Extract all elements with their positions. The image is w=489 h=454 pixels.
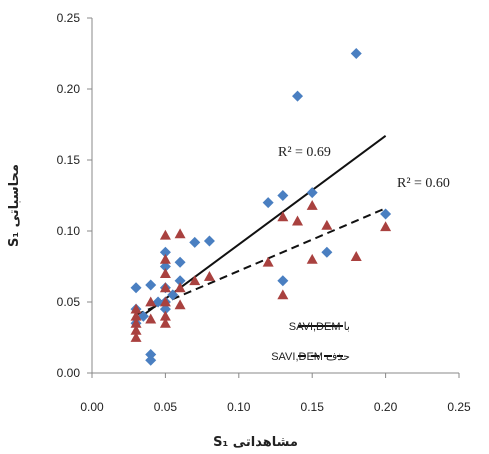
y-tick-label: 0.10	[57, 224, 81, 238]
point-triangle	[130, 324, 142, 335]
r2-label-series-2: R² = 0.60	[397, 176, 450, 191]
trendline-series-2	[135, 207, 386, 316]
data-points	[130, 48, 392, 366]
point-triangle	[277, 289, 289, 300]
point-triangle	[145, 296, 157, 307]
y-axis-label: محاسباتی S₁	[7, 164, 22, 247]
point-diamond	[145, 354, 157, 366]
x-tick-label: 0.25	[447, 400, 471, 414]
y-tick-label: 0.25	[57, 11, 81, 25]
point-triangle	[159, 268, 171, 278]
point-triangle	[292, 215, 304, 226]
point-diamond	[380, 208, 392, 220]
point-diamond	[174, 275, 186, 287]
point-diamond	[174, 256, 186, 268]
x-tick-label: 0.10	[227, 400, 251, 414]
r2-label-series-1: R² = 0.69	[278, 145, 331, 160]
point-triangle	[130, 303, 142, 314]
point-triangle	[159, 282, 171, 293]
x-tick-label: 0.20	[374, 400, 398, 414]
y-tick-label: 0.15	[57, 153, 81, 167]
point-triangle	[130, 332, 142, 342]
point-triangle	[174, 282, 186, 293]
point-triangle	[350, 251, 362, 261]
point-diamond	[277, 275, 289, 287]
y-tick-label: 0.00	[57, 366, 81, 380]
point-diamond	[159, 246, 171, 258]
point-triangle	[130, 310, 142, 321]
point-triangle	[321, 219, 333, 230]
point-diamond	[130, 282, 142, 294]
point-triangle	[159, 296, 171, 307]
legend-label-series-2: حذف SAVI,DEM	[271, 351, 350, 363]
legend: با SAVI,DEM حذف SAVI,DEM	[271, 321, 350, 363]
x-axis-label: مشاهداتی S₁	[213, 435, 298, 450]
point-diamond	[145, 349, 157, 361]
y-tick-label: 0.20	[57, 82, 81, 96]
x-tick-label: 0.05	[154, 400, 178, 414]
point-triangle	[262, 256, 274, 267]
point-triangle	[277, 211, 289, 222]
legend-label-series-1: با SAVI,DEM	[289, 321, 350, 333]
point-triangle	[174, 299, 186, 310]
point-diamond	[203, 235, 215, 247]
point-diamond	[262, 197, 274, 209]
point-triangle	[380, 221, 392, 232]
point-diamond	[152, 296, 164, 308]
point-triangle	[159, 310, 171, 321]
point-triangle	[159, 253, 171, 264]
point-triangle	[306, 253, 318, 264]
point-triangle	[159, 317, 171, 328]
point-triangle	[159, 229, 171, 240]
x-tick-label: 0.00	[80, 400, 104, 414]
point-diamond	[292, 90, 304, 102]
x-tick-label: 0.15	[301, 400, 325, 414]
point-triangle	[306, 199, 318, 210]
point-diamond	[306, 187, 318, 199]
point-diamond	[321, 246, 333, 258]
point-diamond	[277, 190, 289, 201]
y-tick-label: 0.05	[57, 295, 81, 309]
tick-labels: 0.00 0.05 0.10 0.15 0.20 0.25 0.00 0.05 0.10 0.15…	[57, 11, 471, 414]
point-triangle	[189, 275, 201, 286]
axes	[91, 18, 459, 374]
point-triangle	[203, 270, 215, 281]
r2-annotations: R² = 0.69 R² = 0.60	[278, 145, 450, 191]
point-triangle	[145, 313, 157, 324]
point-diamond	[350, 48, 362, 59]
point-triangle	[130, 317, 142, 328]
point-diamond	[189, 236, 201, 248]
point-triangle	[174, 228, 186, 239]
point-diamond	[145, 279, 157, 291]
